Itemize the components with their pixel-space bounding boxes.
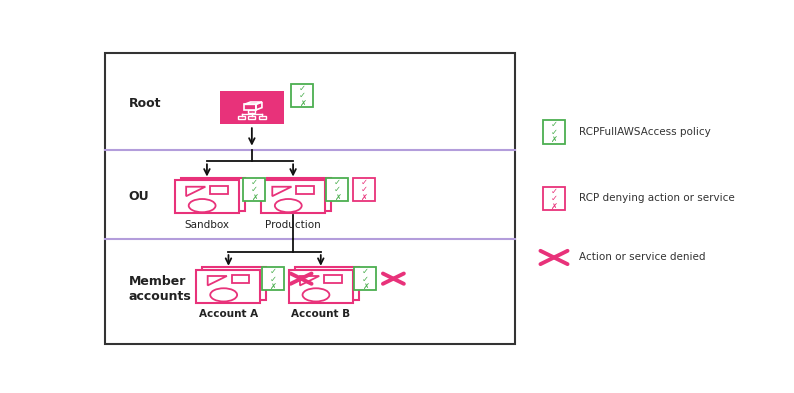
- FancyBboxPatch shape: [326, 178, 349, 201]
- Text: ✗: ✗: [334, 193, 341, 202]
- FancyBboxPatch shape: [262, 267, 283, 290]
- Text: ✓: ✓: [360, 178, 368, 187]
- Text: ✓: ✓: [269, 274, 276, 283]
- FancyBboxPatch shape: [210, 186, 228, 194]
- FancyBboxPatch shape: [324, 275, 341, 283]
- Circle shape: [275, 199, 302, 212]
- FancyBboxPatch shape: [175, 180, 239, 213]
- Circle shape: [303, 288, 330, 301]
- Text: ✓: ✓: [251, 185, 258, 194]
- FancyBboxPatch shape: [181, 178, 245, 211]
- Text: ✓: ✓: [360, 185, 368, 194]
- FancyBboxPatch shape: [295, 267, 359, 300]
- FancyBboxPatch shape: [291, 84, 314, 107]
- Text: RCP denying action or service: RCP denying action or service: [579, 193, 735, 204]
- Text: ✗: ✗: [550, 202, 557, 211]
- Text: ✓: ✓: [269, 267, 276, 276]
- FancyBboxPatch shape: [267, 178, 331, 211]
- Text: Root: Root: [129, 97, 161, 110]
- Text: Action or service denied: Action or service denied: [579, 252, 706, 263]
- Text: ✗: ✗: [550, 135, 557, 144]
- Text: ✗: ✗: [251, 193, 258, 202]
- Circle shape: [210, 288, 237, 301]
- Text: Account A: Account A: [199, 309, 258, 319]
- Polygon shape: [208, 276, 227, 285]
- Text: OU: OU: [129, 191, 149, 204]
- Text: ✓: ✓: [299, 84, 306, 93]
- Text: ✗: ✗: [361, 282, 368, 291]
- Text: ✓: ✓: [550, 194, 557, 203]
- FancyBboxPatch shape: [543, 187, 565, 210]
- Text: ✓: ✓: [361, 274, 368, 283]
- Text: ✓: ✓: [334, 185, 341, 194]
- Text: Account B: Account B: [291, 309, 350, 319]
- Text: ✓: ✓: [550, 120, 557, 129]
- FancyBboxPatch shape: [296, 186, 314, 194]
- FancyBboxPatch shape: [543, 120, 565, 144]
- Text: ✓: ✓: [251, 178, 258, 187]
- Text: ✓: ✓: [361, 267, 368, 276]
- FancyBboxPatch shape: [220, 91, 284, 124]
- FancyBboxPatch shape: [202, 267, 266, 300]
- FancyBboxPatch shape: [196, 270, 260, 303]
- FancyBboxPatch shape: [353, 178, 375, 201]
- Text: ✓: ✓: [334, 178, 341, 187]
- FancyBboxPatch shape: [232, 275, 249, 283]
- FancyBboxPatch shape: [106, 53, 515, 344]
- Circle shape: [189, 199, 216, 212]
- Text: ✓: ✓: [550, 187, 557, 196]
- Text: ✗: ✗: [299, 99, 306, 108]
- Polygon shape: [186, 187, 206, 196]
- FancyBboxPatch shape: [243, 178, 265, 201]
- FancyBboxPatch shape: [289, 270, 353, 303]
- Polygon shape: [300, 276, 319, 285]
- Text: RCPFullAWSAccess policy: RCPFullAWSAccess policy: [579, 127, 711, 137]
- Text: ✗: ✗: [360, 193, 368, 202]
- Text: Production: Production: [265, 220, 321, 230]
- Text: ✓: ✓: [299, 92, 306, 100]
- FancyBboxPatch shape: [261, 180, 325, 213]
- FancyBboxPatch shape: [354, 267, 376, 290]
- Polygon shape: [272, 187, 291, 196]
- Text: Sandbox: Sandbox: [184, 220, 229, 230]
- Text: Member
accounts: Member accounts: [129, 275, 191, 303]
- Text: ✗: ✗: [269, 282, 276, 291]
- Text: ✓: ✓: [550, 128, 557, 137]
